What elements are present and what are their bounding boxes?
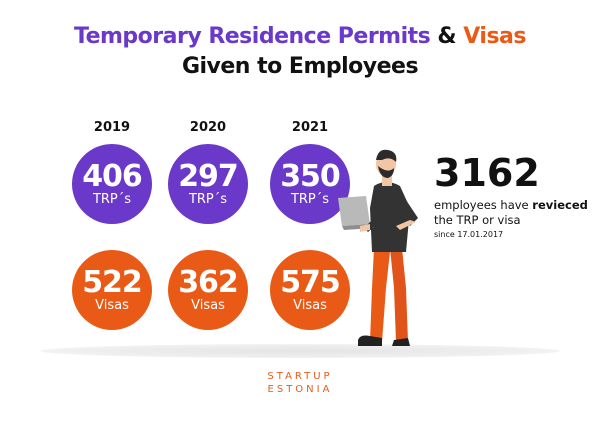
since-date: since 17.01.2017 xyxy=(434,230,504,239)
desc-post: the TRP or visa xyxy=(434,213,521,227)
title-trp: Temporary Residence Permits xyxy=(73,24,431,49)
brand-line1: STARTUP xyxy=(267,371,333,382)
visa-circle: 522 Visas xyxy=(72,250,152,330)
series-label: Visas xyxy=(95,298,129,313)
desc-emph: revieced xyxy=(532,198,588,212)
person-with-laptop-icon xyxy=(338,149,418,346)
value-label: 362 xyxy=(178,265,239,300)
value-label: 297 xyxy=(178,159,239,194)
trp-circle: 297 TRP´s xyxy=(168,144,248,224)
visa-circle: 362 Visas xyxy=(168,250,248,330)
year-label: 2020 xyxy=(189,120,227,135)
trp-circle: 350 TRP´s xyxy=(270,144,350,224)
year-label: 2021 xyxy=(291,120,329,135)
brand-line2: ESTONIA xyxy=(267,384,333,395)
chart-title: Temporary Residence Permits & Visas xyxy=(0,22,600,52)
trp-circle: 406 TRP´s xyxy=(72,144,152,224)
floor-shadow xyxy=(40,344,560,358)
series-label: TRP´s xyxy=(290,192,330,207)
total-description: employees have revieced the TRP or visa xyxy=(434,198,594,228)
series-label: Visas xyxy=(191,298,225,313)
series-label: Visas xyxy=(293,298,327,313)
startup-estonia-logo: STARTUP ESTONIA xyxy=(0,370,600,396)
year-label: 2019 xyxy=(93,120,131,135)
total-count: 3162 xyxy=(434,151,540,195)
value-label: 406 xyxy=(82,159,143,194)
value-label: 350 xyxy=(280,159,341,194)
series-label: TRP´s xyxy=(92,192,132,207)
title-ampersand: & xyxy=(437,24,457,49)
desc-pre: employees have xyxy=(434,198,533,212)
value-label: 575 xyxy=(280,265,341,300)
series-label: TRP´s xyxy=(188,192,228,207)
chart-subtitle: Given to Employees xyxy=(181,54,419,79)
title-visas: Visas xyxy=(463,24,526,49)
visa-circle: 575 Visas xyxy=(270,250,350,330)
value-label: 522 xyxy=(82,265,143,300)
